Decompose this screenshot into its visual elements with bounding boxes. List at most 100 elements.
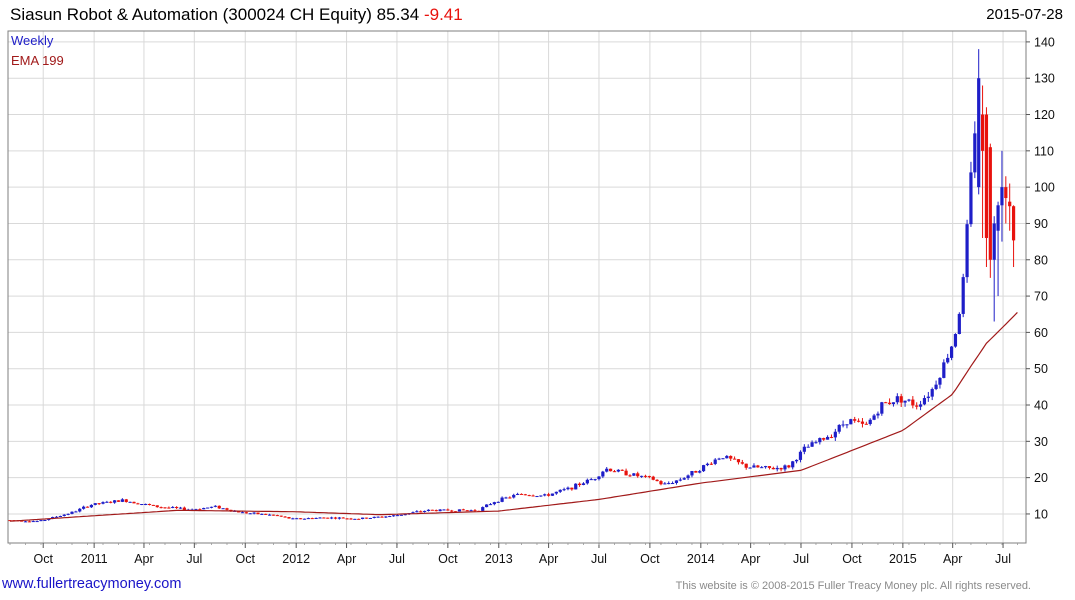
candle-up — [705, 463, 710, 466]
candle-up — [209, 506, 214, 508]
candle-down — [984, 114, 989, 238]
x-tick-label: Jul — [186, 552, 202, 566]
candle-down — [527, 495, 531, 497]
candle-up — [105, 501, 109, 503]
candle-down — [434, 510, 438, 512]
candle-up — [818, 438, 822, 443]
x-tick-label: Oct — [640, 552, 660, 566]
candle-down — [911, 399, 915, 406]
x-tick-label: Apr — [134, 552, 153, 566]
candle-down — [264, 513, 268, 515]
candle-up — [783, 465, 787, 470]
website-link[interactable]: www.fullertreacymoney.com — [2, 576, 182, 592]
candle-down — [655, 479, 659, 482]
y-tick-label: 50 — [1034, 362, 1048, 376]
candle-down — [651, 476, 655, 480]
candle-down — [473, 510, 477, 512]
candle-up — [977, 78, 981, 188]
candlestick-chart: 10 20 30 40 50 60 70 80 90 100 110 120 130 140 Oct 2011… — [7, 30, 1055, 566]
candle-up — [922, 398, 927, 405]
candle-up — [337, 517, 341, 519]
candle-up — [690, 471, 694, 476]
candle-up — [926, 396, 930, 399]
candle-up — [47, 518, 51, 521]
candle-down — [659, 481, 663, 485]
x-tick-label: Oct — [33, 552, 53, 566]
candle-up — [632, 473, 636, 476]
candle-up — [260, 513, 264, 515]
candle-up — [140, 504, 144, 506]
candle-down — [787, 465, 791, 468]
candle-up — [833, 431, 837, 438]
candle-up — [306, 518, 310, 520]
candle-up — [66, 513, 70, 515]
candle-up — [918, 404, 923, 407]
candle-down — [97, 503, 101, 505]
candle-down — [124, 499, 128, 502]
candle-up — [488, 504, 493, 506]
candle-up — [721, 458, 725, 460]
candle-down — [899, 396, 903, 403]
y-tick-label: 10 — [1034, 507, 1048, 521]
candle-up — [992, 223, 996, 260]
candle-up — [678, 479, 682, 481]
candle-up — [399, 514, 403, 516]
candle-up — [481, 507, 485, 511]
candle-up — [268, 514, 272, 516]
candle-up — [361, 517, 365, 519]
candle-down — [624, 470, 628, 476]
candle-up — [330, 517, 334, 519]
candle-up — [791, 461, 795, 468]
candle-down — [450, 510, 454, 512]
candle-down — [628, 475, 632, 477]
x-tick-label: Apr — [741, 552, 760, 566]
axes: 10 20 30 40 50 60 70 80 90 100 110 120 130 140 Oct 2011… — [9, 35, 1055, 566]
candle-down — [20, 520, 24, 522]
x-tick-label: Jul — [591, 552, 607, 566]
candle-down — [85, 506, 90, 508]
legend: Weekly EMA 199 — [11, 33, 64, 68]
legend-weekly: Weekly — [11, 33, 54, 48]
candle-down — [531, 495, 535, 497]
y-tick-label: 30 — [1034, 435, 1048, 449]
candle-up — [403, 514, 407, 516]
candle-down — [740, 462, 744, 464]
candle-down — [1008, 201, 1012, 207]
candle-up — [423, 510, 427, 512]
candle-down — [279, 515, 283, 517]
candle-up — [701, 465, 706, 472]
candle-up — [946, 357, 950, 363]
candle-down — [217, 505, 221, 509]
candle-up — [849, 419, 853, 425]
candle-down — [636, 473, 640, 477]
candle-up — [496, 501, 500, 503]
candle-down — [147, 503, 152, 505]
candle-up — [515, 493, 520, 495]
candle-down — [454, 511, 458, 513]
candle-up — [872, 415, 876, 420]
candle-down — [283, 516, 287, 518]
candle-up — [101, 502, 105, 504]
candle-up — [713, 459, 717, 464]
candle-down — [109, 501, 113, 503]
candle-up — [845, 424, 849, 426]
candle-up — [996, 205, 1000, 231]
x-tick-label: 2015 — [889, 552, 917, 566]
candle-down — [380, 516, 384, 518]
candle-down — [341, 517, 345, 519]
x-tick-label: Oct — [842, 552, 862, 566]
plot-frame — [7, 30, 1027, 544]
candle-up — [384, 516, 388, 518]
candle-up — [554, 491, 558, 494]
candle-up — [78, 508, 82, 512]
candle-up — [144, 503, 148, 505]
candle-down — [357, 518, 361, 520]
candle-up — [372, 516, 376, 518]
candle-up — [593, 479, 597, 481]
x-tick-label: Jul — [389, 552, 405, 566]
candle-up — [558, 489, 562, 492]
candle-down — [829, 436, 834, 438]
candle-up — [589, 479, 593, 481]
candle-up — [597, 476, 601, 480]
candle-up — [62, 514, 66, 516]
